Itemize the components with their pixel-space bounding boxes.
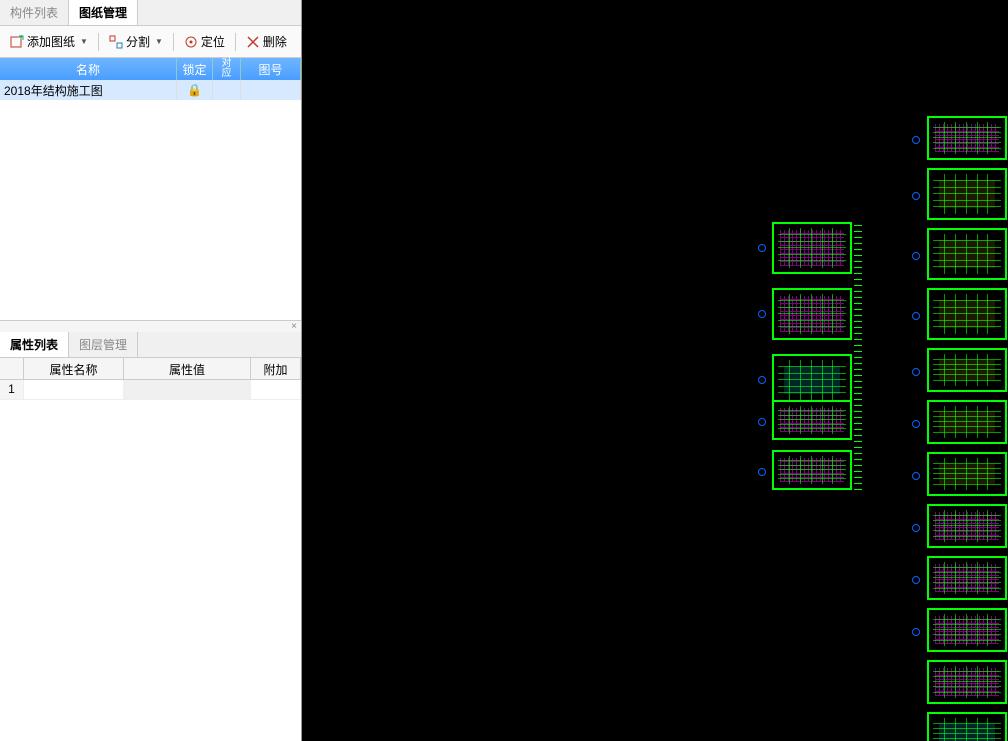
drawing-thumbnail[interactable] [772, 400, 852, 440]
drawing-table-body: 2018年结构施工图 🔒 [0, 80, 301, 100]
left-panel: 构件列表 图纸管理 添加图纸 ▼ 分割 ▼ 定位 删除 [0, 0, 302, 741]
col-prop-value: 属性值 [124, 358, 251, 379]
marker-circle [912, 368, 920, 376]
separator [173, 33, 174, 51]
col-index [0, 358, 24, 379]
drawing-thumbnail[interactable] [927, 712, 1007, 741]
cell-prop-name [24, 380, 124, 399]
marker-circle [912, 252, 920, 260]
drawing-thumbnail[interactable] [927, 608, 1007, 652]
marker-circle [912, 420, 920, 428]
split-icon [109, 35, 123, 49]
drawing-thumbnail[interactable] [772, 354, 852, 406]
cell-name: 2018年结构施工图 [0, 80, 177, 100]
cell-prop-extra [251, 380, 301, 399]
drawing-thumbnail[interactable] [927, 504, 1007, 548]
prop-table-body: 1 [0, 380, 301, 741]
marker-circle [758, 418, 766, 426]
delete-button[interactable]: 删除 [240, 30, 293, 53]
delete-icon [246, 35, 260, 49]
cell-lock[interactable]: 🔒 [177, 80, 213, 100]
add-drawing-button[interactable]: 添加图纸 ▼ [4, 30, 94, 53]
cell-match [213, 80, 241, 100]
delete-label: 删除 [263, 33, 287, 50]
drawing-thumbnail[interactable] [927, 228, 1007, 280]
table-row[interactable]: 2018年结构施工图 🔒 [0, 80, 301, 100]
col-lock: 锁定 [177, 58, 213, 80]
separator [235, 33, 236, 51]
marker-circle [912, 628, 920, 636]
cad-canvas[interactable] [302, 0, 1008, 741]
drawing-thumbnail[interactable] [772, 450, 852, 490]
marker-circle [912, 472, 920, 480]
marker-circle [912, 312, 920, 320]
panel-close-button[interactable]: × [0, 321, 301, 332]
marker-circle [758, 310, 766, 318]
marker-circle [758, 468, 766, 476]
cell-idx: 1 [0, 380, 24, 399]
col-prop-extra: 附加 [251, 358, 301, 379]
add-label: 添加图纸 [27, 33, 75, 50]
drawing-thumbnail[interactable] [927, 556, 1007, 600]
drawing-thumbnail[interactable] [927, 288, 1007, 340]
locate-icon [184, 35, 198, 49]
prop-tabs: 属性列表 图层管理 [0, 332, 301, 358]
drawings-section: 构件列表 图纸管理 添加图纸 ▼ 分割 ▼ 定位 删除 [0, 0, 301, 321]
tab-drawings[interactable]: 图纸管理 [69, 0, 138, 25]
ruler-vertical [854, 222, 862, 490]
marker-circle [912, 192, 920, 200]
locate-label: 定位 [201, 33, 225, 50]
tab-properties[interactable]: 属性列表 [0, 332, 69, 357]
col-number: 图号 [241, 58, 301, 80]
drawing-thumbnail[interactable] [927, 348, 1007, 392]
dropdown-icon: ▼ [155, 37, 163, 46]
marker-circle [912, 576, 920, 584]
marker-circle [912, 524, 920, 532]
split-label: 分割 [126, 33, 150, 50]
properties-section: 属性列表 图层管理 属性名称 属性值 附加 1 [0, 332, 301, 741]
prop-table-header: 属性名称 属性值 附加 [0, 358, 301, 380]
prop-row[interactable]: 1 [0, 380, 301, 400]
col-name: 名称 [0, 58, 177, 80]
marker-circle [912, 136, 920, 144]
lock-icon: 🔒 [187, 83, 202, 97]
dropdown-icon: ▼ [80, 37, 88, 46]
split-button[interactable]: 分割 ▼ [103, 30, 169, 53]
drawing-thumbnail[interactable] [772, 222, 852, 274]
tab-components[interactable]: 构件列表 [0, 0, 69, 25]
separator [98, 33, 99, 51]
add-icon [10, 35, 24, 49]
cell-number [241, 80, 301, 100]
drawings-toolbar: 添加图纸 ▼ 分割 ▼ 定位 删除 [0, 26, 301, 58]
locate-button[interactable]: 定位 [178, 30, 231, 53]
col-prop-name: 属性名称 [24, 358, 124, 379]
drawing-tree-area[interactable] [0, 100, 301, 320]
marker-circle [758, 376, 766, 384]
drawing-thumbnail[interactable] [927, 168, 1007, 220]
drawing-thumbnail[interactable] [927, 116, 1007, 160]
drawing-thumbnail[interactable] [772, 288, 852, 340]
cell-prop-value[interactable] [124, 380, 251, 399]
top-tabs: 构件列表 图纸管理 [0, 0, 301, 26]
drawing-table-header: 名称 锁定 对应 图号 [0, 58, 301, 80]
col-match: 对应 [213, 58, 241, 80]
tab-layers[interactable]: 图层管理 [69, 332, 138, 357]
drawing-thumbnail[interactable] [927, 400, 1007, 444]
marker-circle [758, 244, 766, 252]
drawing-thumbnail[interactable] [927, 660, 1007, 704]
drawing-thumbnail[interactable] [927, 452, 1007, 496]
